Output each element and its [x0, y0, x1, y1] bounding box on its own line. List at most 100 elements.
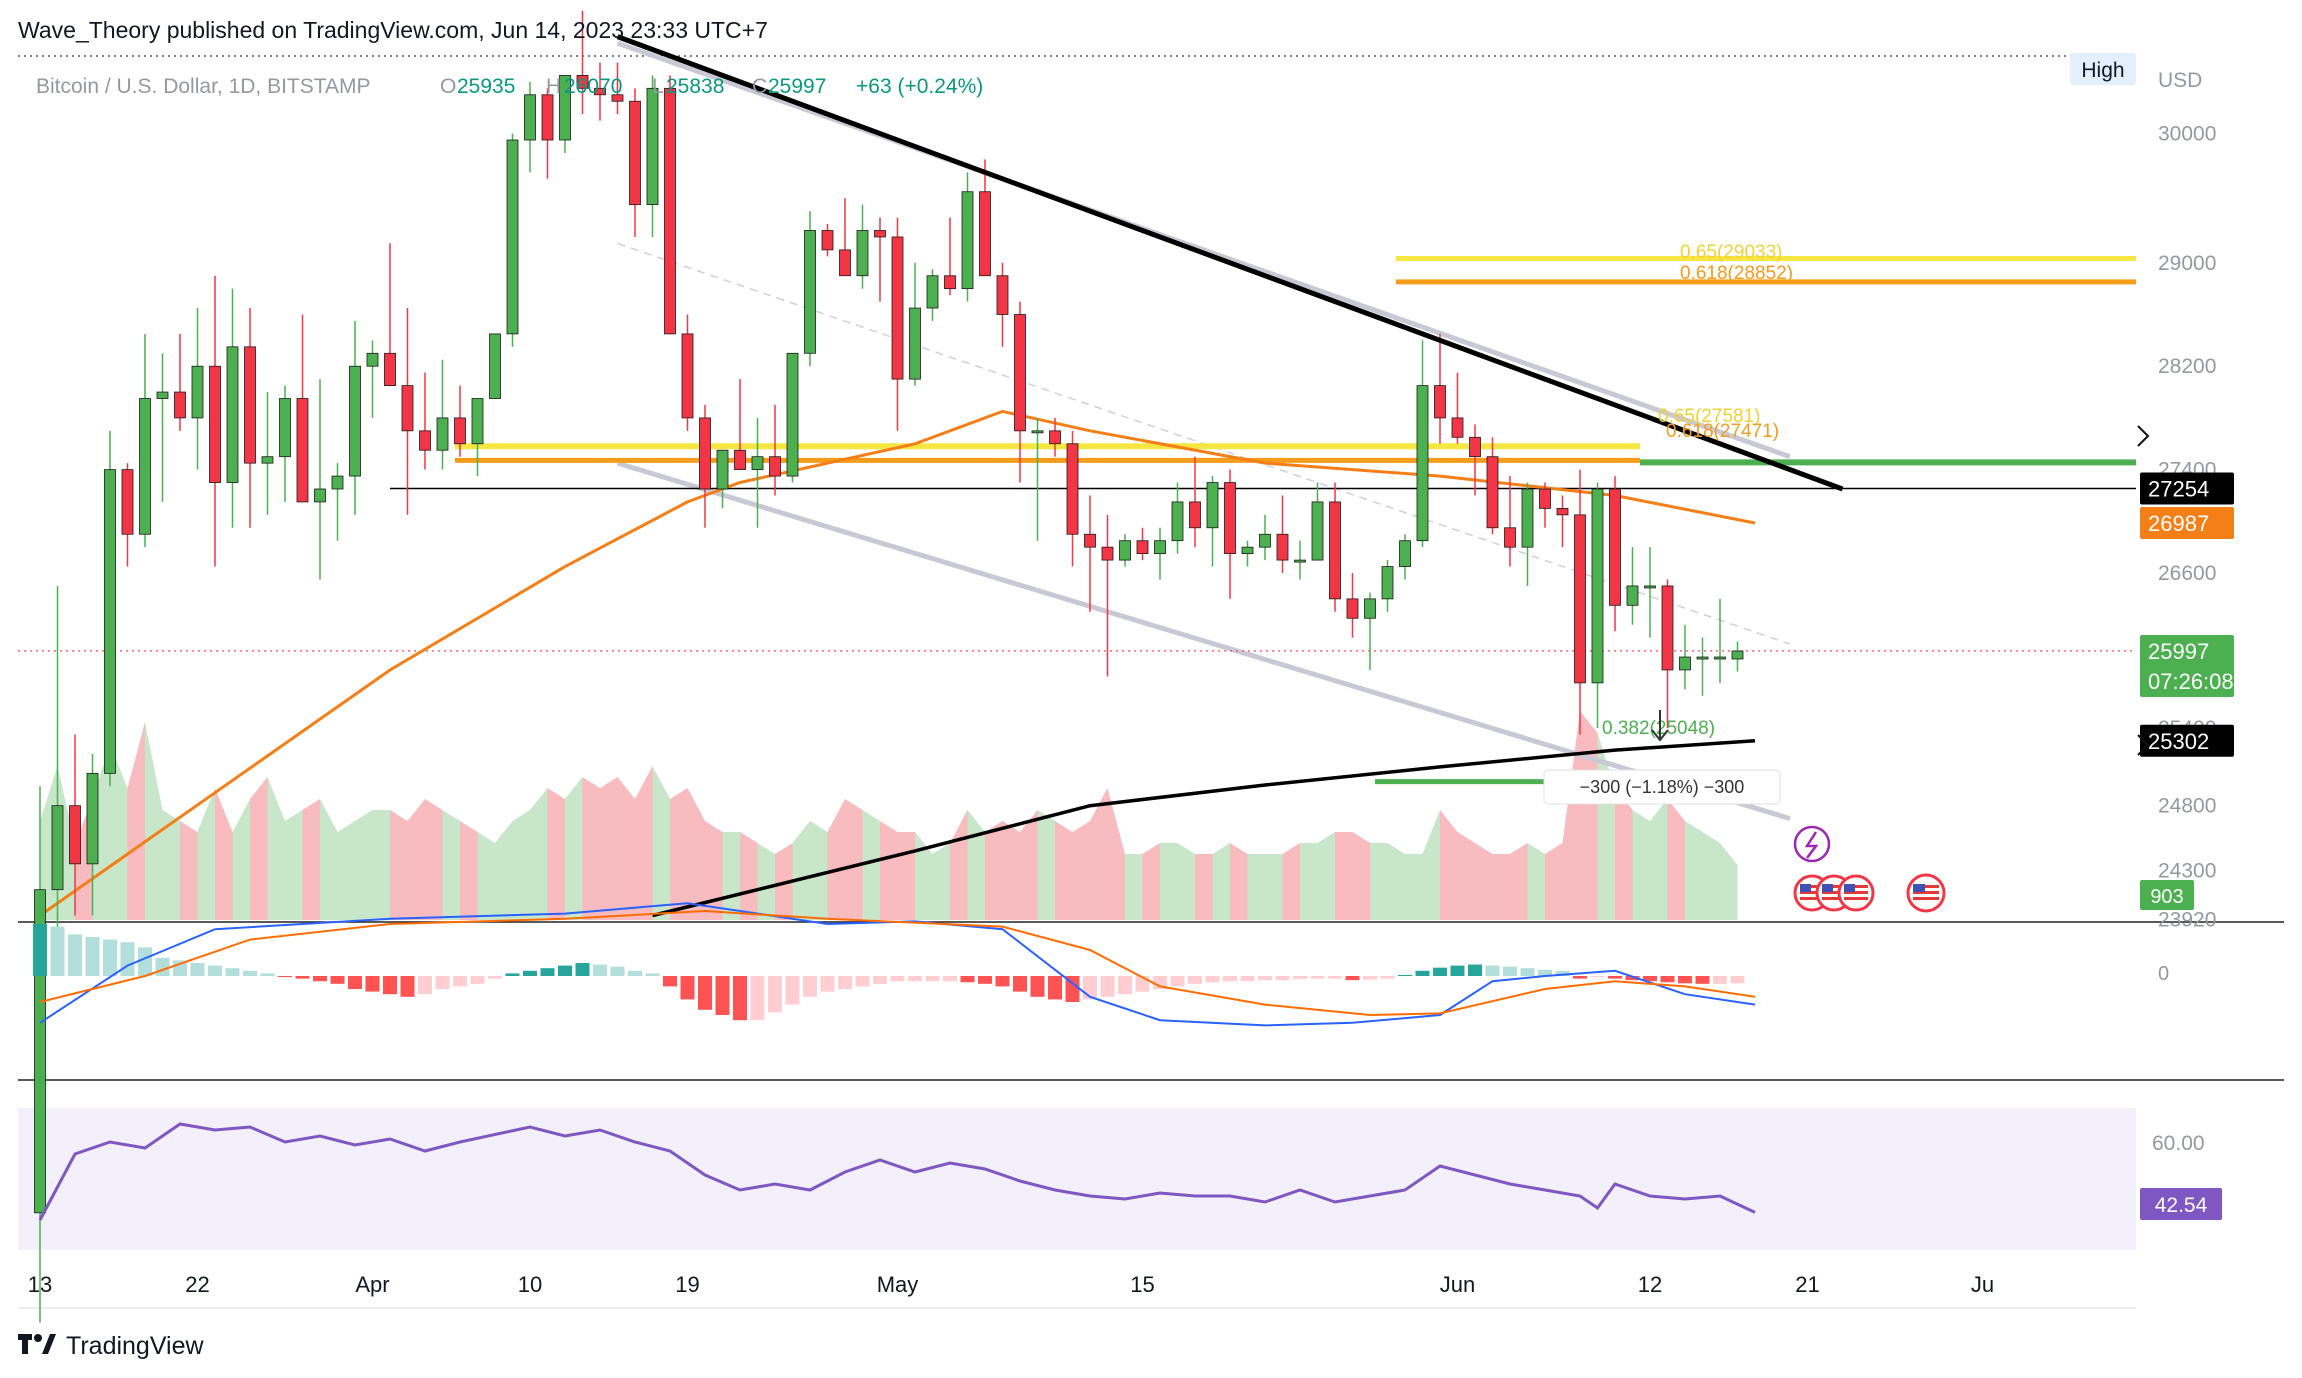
volume-area-88 [1580, 711, 1598, 920]
volume-area-78 [1405, 854, 1423, 920]
macd-bar-39 [715, 976, 730, 1015]
macd-bar-31 [575, 963, 590, 976]
macd-bar-37 [680, 976, 695, 1000]
volume-area-44 [810, 821, 828, 920]
candle-74 [1329, 482, 1341, 612]
candle-body-43 [786, 352, 799, 477]
candle-26 [489, 333, 501, 399]
candle-body-74 [1329, 501, 1341, 600]
candle-33 [611, 62, 624, 115]
candle-23 [436, 359, 449, 470]
macd-bar-80 [1433, 967, 1447, 976]
macd-bar-7 [155, 957, 170, 976]
macd-bar-71 [1275, 976, 1290, 981]
publisher-text: Wave_Theory published on TradingView.com… [18, 17, 768, 43]
volume-area-15 [302, 799, 320, 920]
rsi-layer [38, 1122, 1756, 1221]
candle-31 [576, 10, 589, 115]
volume-value: 903 [2150, 886, 2183, 908]
candle-body-97 [1731, 650, 1744, 660]
candle-body-46 [839, 249, 851, 277]
macd-bar-43 [785, 976, 800, 1005]
macd-bar-16 [313, 976, 327, 982]
tradingview-logo-icon [18, 1334, 56, 1354]
candle-body-44 [804, 230, 816, 354]
price-label-boxes: 27254 26987 25997 07:26:08 25302 [2140, 472, 2234, 757]
macd-bar-6 [138, 947, 152, 976]
candle-9 [191, 308, 204, 470]
volume-area-54 [985, 821, 1003, 920]
candle-body-14 [279, 398, 291, 458]
candle-45 [821, 224, 834, 257]
volume-area-93 [1667, 799, 1685, 920]
candle-4 [104, 430, 116, 787]
macd-bar-74 [1328, 976, 1342, 979]
candle-70 [1259, 514, 1271, 561]
candle-body-95 [1696, 656, 1709, 660]
macd-bar-94 [1678, 976, 1692, 984]
candle-body-76 [1364, 598, 1376, 619]
price-label-bg-1 [2140, 506, 2234, 539]
macd-bar-26 [488, 976, 502, 979]
candle-40 [734, 379, 746, 471]
candle-body-36 [664, 87, 676, 335]
macd-bar-66 [1188, 976, 1202, 984]
macd-bar-38 [698, 976, 712, 1010]
candle-body-2 [69, 805, 81, 865]
lightning-event-icon[interactable] [1793, 825, 1831, 863]
candle-body-93 [1661, 585, 1674, 671]
candle-body-90 [1609, 488, 1621, 606]
candle-body-4 [104, 469, 116, 774]
volume-area-90 [1615, 788, 1633, 920]
candle-body-58 [1049, 430, 1061, 445]
candle-12 [244, 308, 256, 528]
candle-body-17 [331, 475, 344, 490]
candle-body-56 [1014, 314, 1026, 432]
candle-10 [209, 275, 221, 567]
macd-bar-20 [383, 976, 397, 995]
volume-area-4 [110, 744, 128, 920]
volume-area-19 [372, 810, 390, 920]
candle-65 [1171, 482, 1184, 554]
candle-body-68 [1224, 482, 1236, 555]
us-flag-event-icon-3[interactable] [1837, 874, 1875, 912]
candle-body-47 [856, 230, 869, 277]
scale-arrow-icon [2137, 425, 2150, 447]
candle-body-78 [1399, 540, 1411, 567]
scale-mode-button[interactable]: High [2070, 53, 2136, 85]
volume-area-26 [495, 821, 513, 920]
volume-area-77 [1387, 843, 1405, 920]
candle-body-67 [1206, 482, 1219, 529]
candle-body-37 [681, 333, 694, 419]
macd-bar-50 [908, 976, 922, 982]
volume-area-37 [687, 788, 705, 920]
macd-bar-61 [1100, 976, 1115, 997]
volume-area-10 [215, 788, 233, 920]
candle-body-22 [419, 430, 431, 451]
candle-42 [769, 404, 781, 496]
symbol-description[interactable]: Bitcoin / U.S. Dollar, 1D, BITSTAMP [36, 75, 371, 98]
candle-16 [314, 379, 326, 580]
macd-bar-48 [873, 976, 887, 984]
macd-bar-24 [453, 976, 467, 987]
macd-bar-14 [278, 976, 292, 978]
candle-61 [1101, 514, 1114, 677]
macd-bar-64 [1153, 976, 1167, 989]
channel-lower-line [616, 460, 1791, 821]
legend-h-label: H [546, 75, 561, 98]
macd-bar-40 [733, 976, 747, 1021]
price-tick-4: 26600 [2158, 562, 2216, 585]
candle-body-81 [1451, 417, 1464, 438]
candle-body-91 [1626, 585, 1639, 606]
volume-area-23 [442, 810, 460, 920]
macd-bar-77 [1380, 976, 1395, 979]
macd-bar-57 [1030, 976, 1045, 997]
volume-area-56 [1020, 810, 1038, 920]
volume-area-67 [1212, 843, 1230, 920]
candle-91 [1626, 547, 1639, 625]
macd-bar-15 [295, 976, 310, 979]
us-flag-event-icon-4[interactable] [1906, 873, 1946, 913]
candle-body-40 [734, 449, 746, 471]
candle-body-88 [1574, 514, 1586, 684]
